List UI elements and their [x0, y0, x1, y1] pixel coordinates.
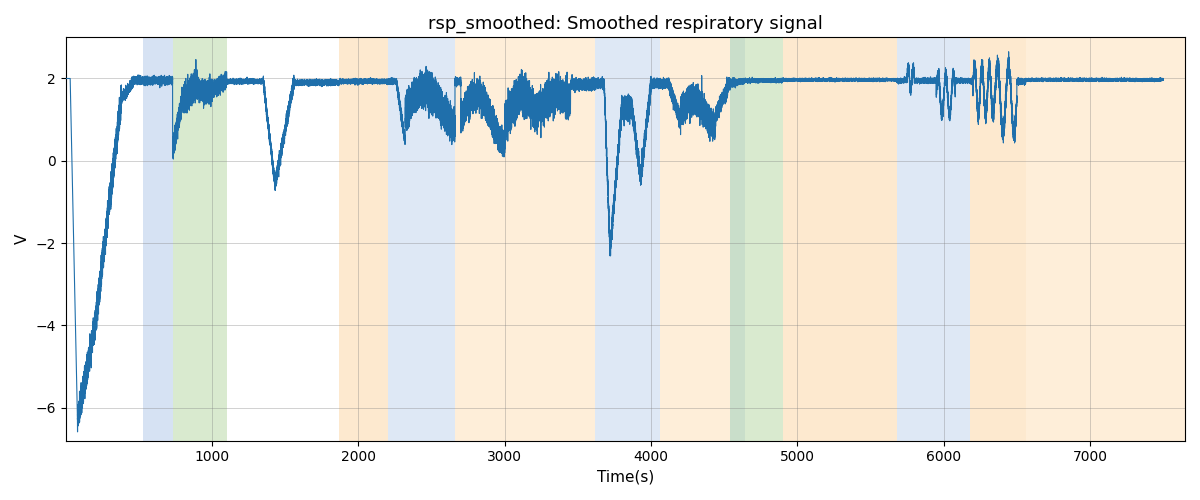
Bar: [730, 38, 782, 440]
Bar: [970, 38, 1026, 440]
Bar: [1026, 38, 1186, 440]
X-axis label: Time(s): Time(s): [596, 470, 654, 485]
Title: rsp_smoothed: Smoothed respiratory signal: rsp_smoothed: Smoothed respiratory signa…: [428, 15, 823, 34]
Bar: [455, 38, 595, 440]
Bar: [173, 38, 227, 440]
Bar: [388, 38, 455, 440]
Y-axis label: V: V: [16, 234, 30, 244]
Bar: [730, 38, 745, 440]
Bar: [660, 38, 730, 440]
Bar: [595, 38, 660, 440]
Bar: [143, 38, 173, 440]
Bar: [782, 38, 896, 440]
Bar: [340, 38, 388, 440]
Bar: [896, 38, 970, 440]
